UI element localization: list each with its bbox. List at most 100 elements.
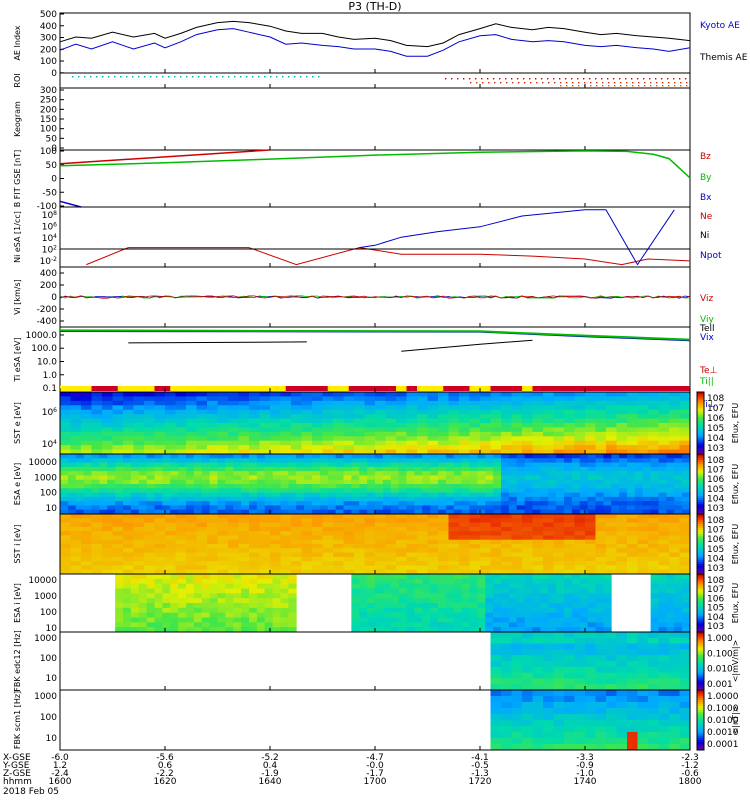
sst-i-colorbar-cell [697, 530, 704, 533]
ae-ylabel: AE Index [13, 25, 22, 60]
esa-e-cell [603, 501, 612, 506]
sst-e-cell [679, 431, 691, 437]
sst-i-cell [522, 539, 533, 545]
roi-mark [240, 76, 242, 78]
sst-i-cell [658, 539, 670, 545]
sst-e-cell [175, 405, 187, 411]
esa-e-cell [524, 479, 533, 485]
esa-i-cell [430, 578, 439, 585]
sst-e-cell [123, 449, 134, 455]
esa-e-cell [217, 488, 226, 493]
sst-e-colorbar-cell [697, 439, 704, 443]
sst-e-cell [312, 436, 323, 442]
fbk-e-cell [637, 643, 649, 650]
esa-e-cell [579, 492, 589, 498]
esa-e-cell [461, 471, 470, 476]
sst-i-cell [144, 544, 155, 549]
esa-e-cell [288, 475, 297, 481]
sst-i-cell [406, 548, 418, 553]
sst-i-cell [375, 531, 386, 536]
sst-e-cell [459, 418, 470, 424]
legend-tell: Tell [699, 324, 715, 334]
esa-e-cell [60, 462, 69, 468]
esa-e-cell [493, 492, 502, 498]
sst-i-cell [81, 526, 92, 532]
esa-e-cell [209, 505, 218, 511]
sst-i-cell [343, 561, 355, 566]
esa-i-cell [225, 598, 234, 604]
sst-e-cell [375, 405, 386, 411]
bfield-ytick-label: 100 [40, 147, 57, 157]
sst-i-cell [553, 565, 565, 571]
sst-e-cell [595, 436, 607, 442]
sst-i-cell [669, 518, 680, 523]
esa-e-cell [501, 479, 510, 485]
sst-e-cell [207, 409, 218, 415]
esa-e-cell [579, 471, 589, 476]
esa-e-cell [642, 509, 652, 515]
roi-mark [602, 85, 604, 87]
esa-i-cell [115, 598, 124, 604]
sst-i-cell [543, 556, 554, 562]
esa-i-cell [453, 617, 463, 623]
sst-i-cell [459, 531, 470, 536]
fbk-b-cell [648, 702, 659, 709]
sst-e-cell [364, 396, 376, 402]
esa-e-cell [430, 496, 439, 502]
fbk-b-cell [669, 720, 680, 727]
sst-e-cell [343, 436, 355, 442]
esa-e-colorbar-cell [697, 494, 704, 497]
esa-i-cell [422, 627, 431, 633]
fbk-b-cell [490, 732, 502, 739]
sst-e-cell [658, 431, 670, 437]
sst-e-cell [606, 400, 617, 406]
esa-e-cell [241, 505, 250, 511]
fbk-b-cell [574, 732, 586, 739]
esa-i-cell [193, 612, 203, 618]
esa-e-cell [280, 496, 289, 502]
sst-i-cell [606, 535, 617, 541]
fbk-b-cell [501, 708, 512, 715]
esa-e-cell [343, 492, 352, 498]
esa-e-cell [430, 454, 439, 459]
sst-e-colorbar-cell [697, 410, 704, 414]
ae-ytick-label: 200 [40, 45, 57, 55]
esa-e-colorbar-cell [697, 484, 704, 487]
esa-e-cell [508, 471, 518, 476]
esa-i-cell [351, 574, 360, 580]
xaxis-value: -6.0 [51, 753, 69, 763]
esa-i-cell [138, 598, 148, 604]
sst-i-cell [312, 556, 323, 562]
sst-e-cell [522, 436, 533, 442]
esa-i-cell [398, 593, 407, 599]
sst-e-cell [606, 440, 617, 446]
sst-e-cell [406, 392, 418, 397]
esa-e-cell [571, 484, 581, 489]
esa-i-cell [650, 607, 659, 614]
sst-i-cell [564, 552, 575, 558]
fbk-b-cell [679, 696, 691, 703]
esa-e-cell [83, 496, 92, 502]
legend-viz: Viz [700, 294, 713, 304]
esa-e-cell [162, 509, 171, 515]
esa-e-cell [603, 492, 612, 498]
fbk-e-cell [606, 632, 617, 639]
sst-e-cell [406, 409, 418, 415]
sst-e-cell [417, 427, 428, 433]
esa-e-cell [312, 454, 321, 459]
esa-e-cell [83, 484, 92, 489]
sst-i-cell [165, 535, 176, 541]
esa-e-cell [390, 484, 400, 489]
esa-e-cell [327, 454, 337, 459]
esa-e-cell [587, 471, 596, 476]
esa-i-cell [272, 603, 281, 609]
esa-e-cell [642, 488, 652, 493]
sst-i-cell [480, 526, 491, 532]
esa-i-cell [209, 622, 218, 628]
sst-e-cell [217, 427, 229, 433]
fbk-e-cell [648, 649, 659, 656]
fbk-e-cell [490, 637, 502, 644]
sst-i-cell [385, 518, 397, 523]
esa-e-cell [627, 462, 636, 468]
sst-i-cell [144, 569, 155, 575]
